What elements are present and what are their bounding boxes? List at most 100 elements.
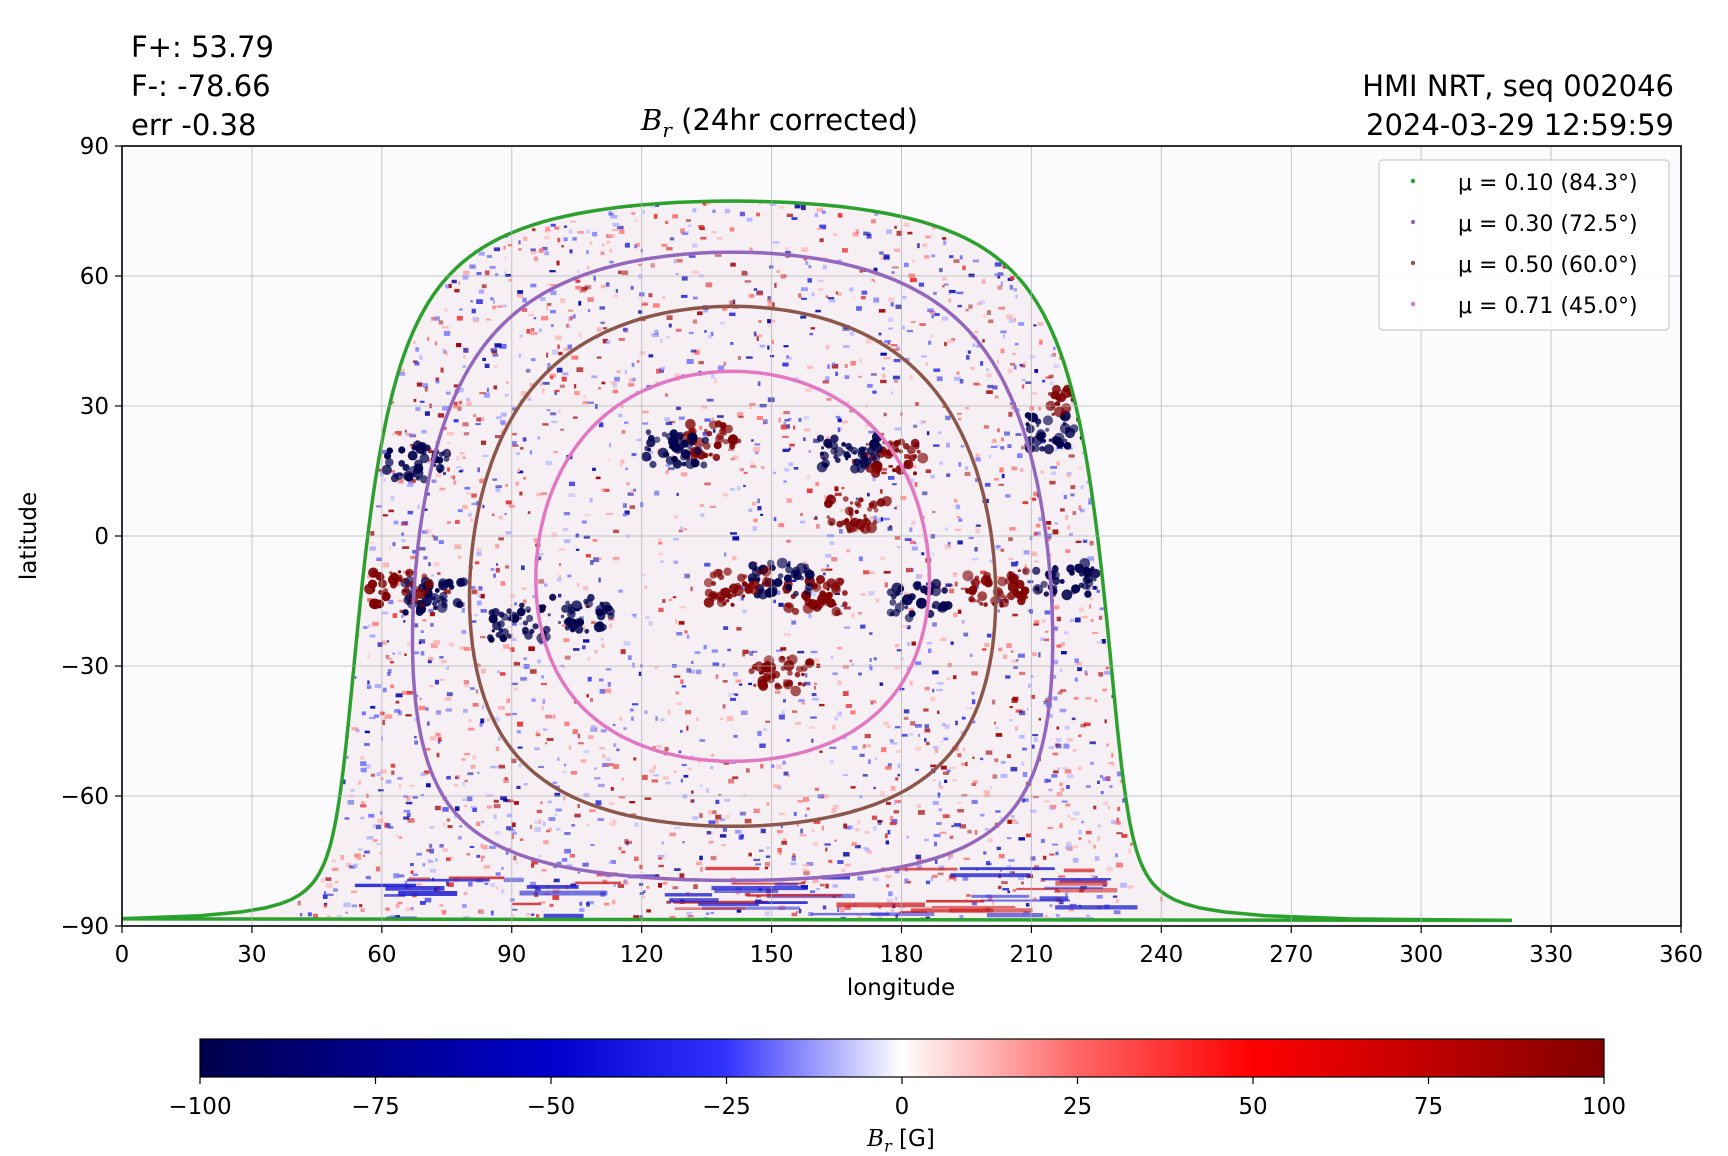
texture-speck: [654, 490, 660, 496]
texture-speck: [547, 800, 552, 804]
texture-speck: [944, 724, 950, 729]
texture-speck: [548, 817, 556, 821]
texture-speck: [537, 436, 540, 440]
active-region-positive: [748, 654, 815, 697]
texture-speck: [653, 330, 658, 336]
texture-speck: [673, 826, 681, 829]
texture-speck: [642, 410, 649, 414]
texture-speck: [975, 478, 980, 482]
texture-speck: [543, 840, 549, 845]
texture-speck: [588, 735, 594, 740]
texture-speck: [702, 431, 710, 436]
texture-speck: [880, 257, 885, 261]
texture-speck: [680, 679, 684, 684]
texture-speck: [864, 733, 871, 739]
texture-speck: [772, 471, 776, 474]
texture-speck: [1109, 785, 1113, 788]
texture-speck: [1104, 719, 1107, 724]
texture-speck: [589, 497, 593, 503]
texture-speck: [541, 315, 549, 321]
texture-speck: [389, 546, 391, 550]
y-tick-label: 30: [80, 394, 109, 420]
texture-speck: [1019, 363, 1023, 367]
feature-blob: [584, 628, 590, 634]
texture-speck: [446, 431, 454, 436]
texture-speck: [468, 512, 472, 517]
texture-speck: [461, 758, 466, 761]
texture-speck: [478, 594, 483, 598]
texture-speck: [845, 905, 851, 910]
texture-speck: [393, 520, 399, 525]
texture-speck: [1019, 468, 1024, 473]
texture-speck: [871, 278, 874, 281]
texture-speck: [397, 901, 403, 905]
texture-speck: [1008, 537, 1013, 542]
texture-speck: [477, 467, 480, 473]
texture-streak: [1044, 886, 1103, 890]
texture-speck: [496, 563, 499, 566]
feature-blob: [792, 607, 800, 616]
texture-streak: [746, 894, 843, 897]
texture-speck: [749, 405, 752, 410]
texture-speck: [625, 467, 629, 471]
feature-blob: [384, 452, 392, 460]
texture-speck: [509, 594, 516, 598]
texture-speck: [561, 376, 567, 382]
texture-speck: [1025, 833, 1032, 838]
texture-speck: [1044, 610, 1051, 615]
texture-speck: [1015, 433, 1022, 436]
texture-speck: [365, 764, 371, 769]
y-tick-label: −60: [60, 784, 109, 810]
texture-speck: [405, 433, 412, 436]
feature-blob: [526, 609, 531, 613]
texture-speck: [1053, 364, 1060, 368]
texture-speck: [691, 790, 694, 794]
texture-speck: [507, 799, 514, 803]
texture-speck: [422, 619, 427, 622]
texture-speck: [869, 658, 872, 662]
texture-speck: [674, 373, 681, 378]
feature-blob: [519, 602, 525, 609]
feature-blob: [801, 682, 806, 687]
texture-speck: [649, 769, 655, 774]
feature-blob: [1040, 580, 1048, 588]
texture-speck: [873, 515, 878, 521]
texture-speck: [880, 379, 887, 384]
texture-speck: [458, 555, 462, 559]
texture-speck: [476, 501, 479, 506]
texture-speck: [944, 283, 949, 286]
texture-speck: [753, 858, 761, 862]
texture-speck: [1102, 688, 1107, 692]
feature-blob: [506, 633, 512, 639]
texture-speck: [1001, 881, 1008, 885]
texture-speck: [447, 825, 453, 829]
texture-speck: [890, 816, 894, 821]
texture-speck: [825, 883, 829, 889]
texture-speck: [815, 515, 818, 519]
texture-speck: [367, 598, 374, 602]
texture-speck: [408, 481, 414, 486]
texture-speck: [931, 552, 935, 556]
texture-speck: [577, 583, 580, 588]
texture-speck: [999, 467, 1004, 473]
texture-speck: [519, 491, 523, 496]
texture-speck: [873, 280, 876, 283]
feature-blob: [753, 683, 757, 688]
texture-speck: [1006, 643, 1012, 648]
texture-speck: [835, 415, 841, 419]
texture-speck: [983, 851, 987, 855]
texture-speck: [409, 784, 415, 787]
texture-speck: [849, 331, 855, 336]
texture-speck: [582, 862, 589, 867]
texture-speck: [667, 709, 671, 715]
texture-speck: [1002, 654, 1008, 659]
texture-speck: [504, 513, 507, 515]
feature-blob: [607, 612, 615, 620]
texture-speck: [511, 637, 517, 642]
x-tick-label: 210: [1009, 942, 1053, 968]
texture-speck: [605, 282, 610, 287]
texture-speck: [433, 640, 440, 645]
texture-speck: [850, 710, 856, 715]
texture-speck: [1045, 376, 1051, 379]
